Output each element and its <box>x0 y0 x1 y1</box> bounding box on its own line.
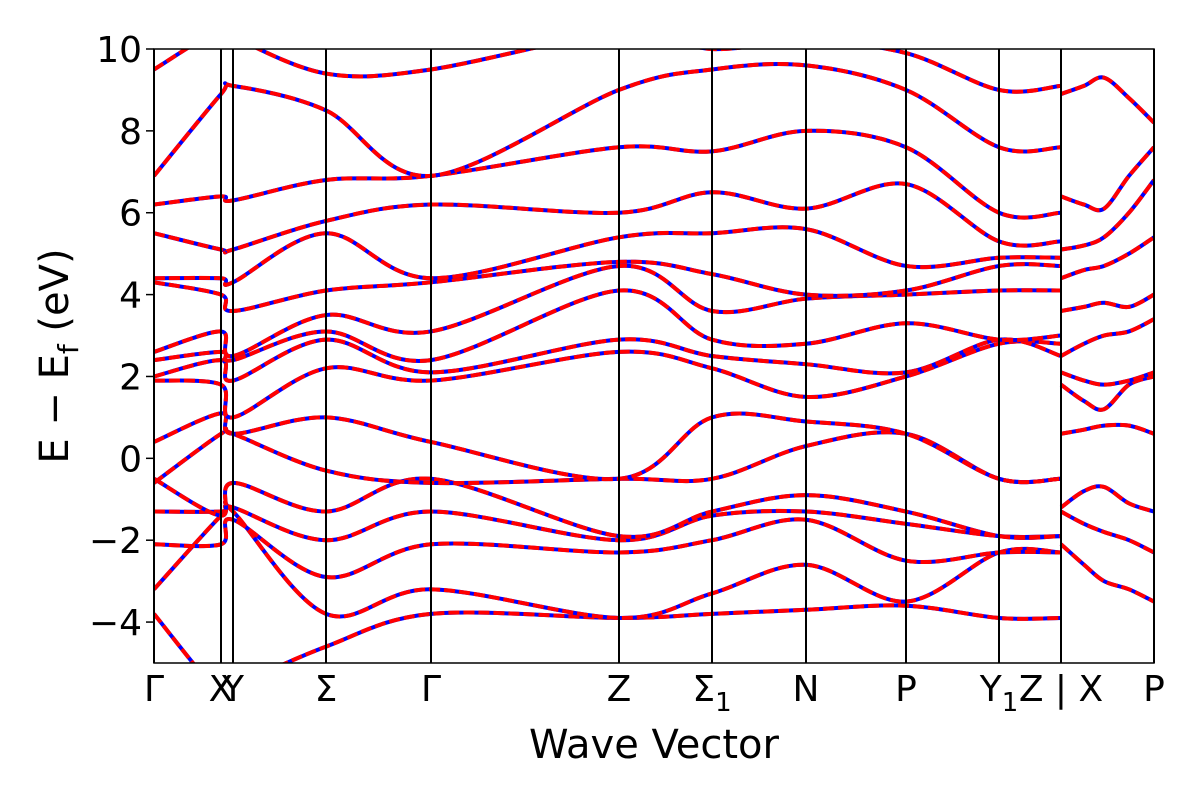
x-tick-label-9: Y1 <box>979 669 1019 718</box>
band-dashed-2 <box>154 517 1062 580</box>
y-tick-label-6: 8 <box>119 112 142 153</box>
band-dashed-17 <box>1059 542 1154 604</box>
band-solid-28 <box>1060 75 1154 125</box>
y-tick-label-1: −2 <box>89 521 142 562</box>
y-tick-label-2: 0 <box>119 439 142 480</box>
band-dashed-23 <box>1060 317 1154 358</box>
band-solid-8 <box>154 337 1062 383</box>
x-tick-label-4: Γ <box>421 669 441 710</box>
band-dashed-0 <box>154 603 1062 663</box>
bands-layer <box>154 49 1154 663</box>
band-solid-13 <box>154 181 1062 255</box>
y-axis-label-sub: f <box>52 343 85 354</box>
band-solid-26 <box>1060 178 1154 252</box>
band-dashed-21 <box>1059 374 1154 412</box>
x-axis-ticks: Γ XY Σ Γ Z Σ1 N P Y1 Z | X P <box>144 669 1165 718</box>
y-tick-label-4: 4 <box>119 276 142 317</box>
band-solid-16 <box>154 49 1062 94</box>
band-dashed-5 <box>154 426 1062 486</box>
y-axis-label: E − Ef (eV) <box>32 248 85 463</box>
x-tick-label-11: P <box>1143 669 1165 710</box>
band-dashed-18 <box>1060 509 1154 555</box>
band-solid-4 <box>154 476 1062 540</box>
band-dashed-19 <box>1059 484 1154 514</box>
band-dashed-13 <box>154 181 1062 255</box>
y-tick-label-5: 6 <box>119 194 142 235</box>
x-tick-label-8: P <box>895 669 917 710</box>
x-tick-label-7: N <box>793 669 820 710</box>
band-dashed-7 <box>154 339 1062 420</box>
band-solid-5 <box>154 426 1062 486</box>
band-dashed-28 <box>1060 75 1154 125</box>
band-solid-12 <box>154 225 1062 287</box>
x-tick-subscript-6: 1 <box>715 688 732 718</box>
band-dashed-8 <box>154 337 1062 383</box>
x-axis-label: Wave Vector <box>529 722 780 768</box>
band-solid-14 <box>154 128 1062 220</box>
y-axis-label-main: E − E <box>32 354 78 464</box>
band-dashed-25 <box>1060 235 1154 281</box>
x-tick-label-10: Z | X <box>1019 669 1103 710</box>
x-tick-label-2: Y <box>221 669 245 710</box>
y-tick-label-0: −4 <box>89 603 142 644</box>
y-axis-ticks: −4 −2 0 2 4 6 8 10 <box>89 30 154 644</box>
x-tick-label-1: X <box>209 669 234 710</box>
band-dashed-27 <box>1060 145 1154 213</box>
band-dashed-4 <box>154 476 1062 540</box>
x-tick-label-0: Γ <box>144 669 164 710</box>
x-tick-label-3: Σ <box>315 669 338 710</box>
band-solid-6 <box>154 411 1062 485</box>
band-dashed-26 <box>1060 178 1154 252</box>
band-dashed-10 <box>154 263 1062 359</box>
band-dashed-24 <box>1060 292 1154 313</box>
band-dashed-12 <box>154 225 1062 287</box>
y-tick-label-7: 10 <box>96 30 142 71</box>
band-dashed-14 <box>154 128 1062 220</box>
x-tick-label-6: Σ1 <box>692 669 731 718</box>
x-tick-label-5: Z <box>607 669 632 710</box>
y-axis-label-unit: (eV) <box>32 248 78 344</box>
plot-frame <box>153 48 1155 664</box>
band-dashed-6 <box>154 411 1062 485</box>
band-dashed-22 <box>1060 370 1154 387</box>
band-dashed-20 <box>1060 422 1154 436</box>
y-tick-label-3: 2 <box>119 357 142 398</box>
band-dashed-15 <box>154 61 1062 178</box>
x-tick-subscript-9: 1 <box>1002 688 1019 718</box>
